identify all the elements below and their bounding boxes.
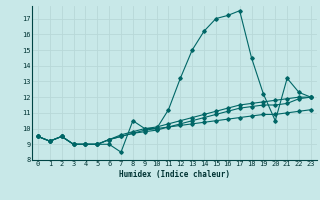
X-axis label: Humidex (Indice chaleur): Humidex (Indice chaleur) xyxy=(119,170,230,179)
